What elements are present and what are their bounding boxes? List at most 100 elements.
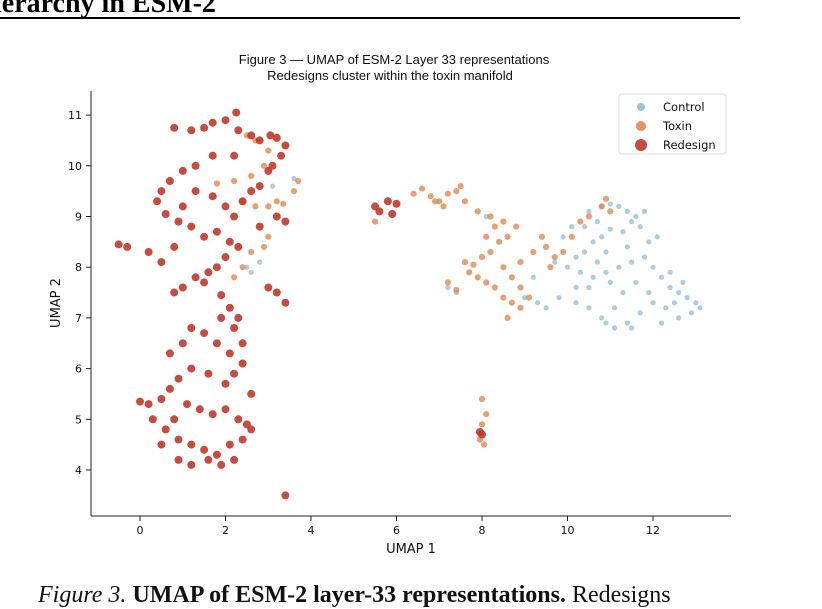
point-toxin-44 [453, 286, 460, 294]
point-redesign-23 [225, 237, 234, 246]
point-toxin-33 [543, 243, 550, 250]
point-control-6 [637, 224, 643, 230]
point-redesign-72 [148, 415, 157, 424]
section-heading-text: ierarchy in ESM-2 [0, 0, 216, 19]
point-redesign-54 [255, 222, 264, 231]
point-control-67 [244, 264, 250, 270]
point-redesign-38 [123, 242, 132, 251]
x-tick-label: 12 [646, 524, 660, 537]
point-redesign-60 [212, 339, 221, 348]
point-control-45 [603, 249, 609, 255]
point-redesign-57 [264, 283, 273, 292]
point-control-21 [658, 274, 665, 280]
point-redesign-62 [238, 359, 247, 368]
point-redesign-68 [165, 384, 174, 393]
umap-scatter-chart: Figure 3 — UMAP of ESM-2 Layer 33 repres… [49, 52, 731, 557]
point-redesign-5 [234, 126, 243, 135]
point-control-11 [582, 249, 588, 255]
point-toxin-40 [607, 208, 614, 215]
x-tick-label: 6 [393, 524, 400, 537]
point-control-28 [663, 305, 669, 311]
point-toxin-53 [248, 172, 255, 179]
point-redesign-29 [178, 283, 187, 292]
point-toxin-47 [483, 411, 490, 418]
point-control-10 [590, 239, 596, 245]
x-tick-label: 2 [222, 524, 229, 537]
point-toxin-59 [265, 203, 272, 210]
point-redesign-61 [225, 349, 234, 358]
point-control-33 [599, 315, 605, 321]
point-control-47 [620, 289, 626, 296]
chart-title: Figure 3 — UMAP of ESM-2 Layer 33 repres… [239, 52, 550, 67]
point-redesign-47 [255, 182, 264, 191]
point-redesign-81 [234, 415, 243, 424]
point-toxin-2 [427, 193, 434, 200]
figure-caption: Figure 3. UMAP of ESM-2 layer-33 represe… [38, 582, 671, 609]
point-toxin-50 [481, 441, 488, 448]
point-redesign-3 [208, 118, 217, 127]
point-redesign-40 [178, 202, 187, 211]
x-tick-label: 0 [137, 524, 144, 537]
point-redesign-32 [217, 291, 226, 300]
point-redesign-78 [225, 440, 234, 449]
y-tick-label: 10 [68, 160, 82, 173]
point-redesign-41 [191, 187, 200, 196]
legend-marker-control [637, 103, 645, 111]
point-redesign-104 [388, 210, 397, 218]
point-control-31 [624, 320, 631, 326]
y-axis-label: UMAP 2 [49, 278, 64, 328]
point-toxin-3 [436, 198, 443, 205]
point-redesign-14 [178, 166, 187, 175]
point-redesign-98 [165, 349, 174, 358]
point-toxin-27 [525, 294, 533, 301]
point-control-3 [616, 203, 622, 209]
x-ticks: 0 2 4 6 8 10 12 [137, 516, 660, 537]
point-redesign-7 [255, 136, 264, 145]
point-toxin-30 [500, 264, 507, 271]
point-redesign-6 [247, 131, 256, 140]
point-redesign-21 [200, 232, 209, 241]
section-heading: ierarchy in ESM-2 [0, 0, 740, 19]
point-toxin-45 [444, 279, 451, 286]
y-tick-label: 8 [75, 261, 82, 274]
point-control-72 [697, 305, 703, 311]
x-tick-label: 8 [479, 524, 486, 537]
point-toxin-61 [280, 200, 287, 207]
point-redesign-31 [200, 278, 209, 287]
point-toxin-65 [248, 248, 255, 256]
point-redesign-10 [232, 108, 241, 117]
point-control-66 [291, 175, 297, 182]
point-toxin-9 [461, 198, 468, 205]
point-redesign-25 [221, 253, 230, 262]
point-toxin-37 [577, 218, 584, 225]
point-toxin-12 [500, 218, 507, 225]
point-control-34 [586, 305, 592, 311]
point-redesign-63 [230, 369, 239, 378]
point-control-44 [624, 244, 631, 250]
point-control-56 [560, 234, 566, 240]
point-toxin-24 [500, 294, 507, 301]
point-redesign-35 [144, 248, 153, 256]
point-redesign-66 [187, 364, 196, 373]
x-axis-label: UMAP 1 [386, 542, 436, 557]
point-redesign-97 [217, 313, 226, 322]
point-control-23 [676, 289, 682, 296]
point-toxin-41 [602, 195, 610, 202]
point-toxin-31 [517, 259, 524, 266]
point-toxin-0 [410, 190, 417, 197]
point-toxin-22 [483, 279, 490, 286]
point-redesign-26 [212, 263, 221, 272]
legend-label-control: Control [663, 100, 705, 114]
point-redesign-20 [187, 222, 196, 231]
point-control-18 [629, 259, 635, 265]
point-control-60 [483, 213, 489, 220]
point-toxin-42 [483, 233, 490, 240]
point-toxin-58 [252, 203, 259, 210]
point-control-58 [552, 259, 558, 265]
point-toxin-29 [508, 274, 515, 281]
point-control-5 [629, 219, 635, 225]
point-redesign-9 [272, 133, 281, 142]
point-control-8 [607, 226, 613, 232]
point-control-16 [603, 269, 609, 275]
point-redesign-39 [114, 240, 123, 249]
